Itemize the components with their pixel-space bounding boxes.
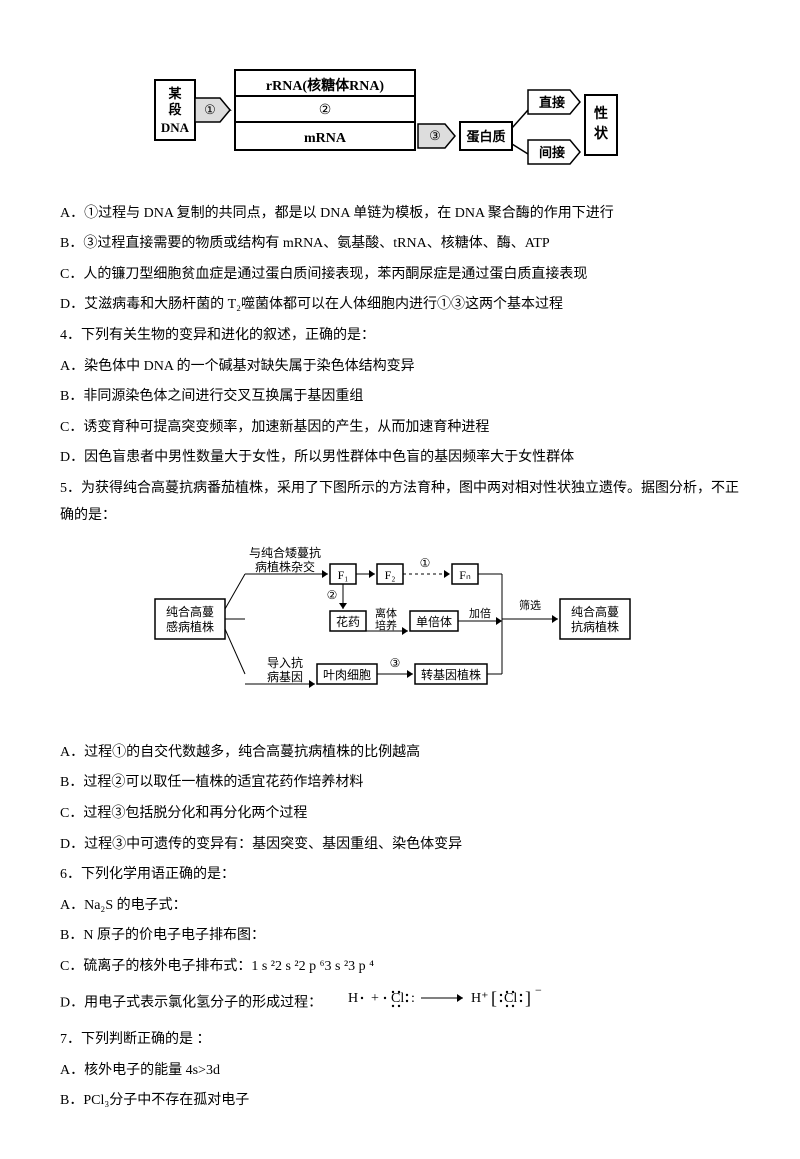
diagram-gene-expression: 某 段 DNA ① rRNA(核糖体RNA) ② mRNA ③ 蛋白质 直接 间… [60,50,740,181]
svg-text:−: − [535,984,542,997]
svg-text:H⁺: H⁺ [471,991,489,1006]
svg-text:F₂: F₂ [385,568,396,582]
q6-option-a: A．Na₂S 的电子式： [60,893,740,920]
svg-text:②: ② [319,103,332,118]
q5-option-b: B．过程②可以取任一植株的适宜花药作培养材料 [60,770,740,797]
svg-text:mRNA: mRNA [304,131,347,146]
q4-stem: 4．下列有关生物的变异和进化的叙述，正确的是： [60,323,740,350]
svg-text:DNA: DNA [161,120,190,135]
svg-text:抗病植株: 抗病植株 [571,619,619,634]
q4-option-a: A．染色体中 DNA 的一个碱基对缺失属于染色体结构变异 [60,354,740,381]
q5-option-d: D．过程③中可遗传的变异有：基因突变、基因重组、染色体变异 [60,832,740,859]
svg-text:[: [ [491,988,497,1008]
q7-option-a: A．核外电子的能量 4s>3d [60,1058,740,1085]
svg-text:叶肉细胞: 叶肉细胞 [323,668,371,682]
svg-text:Fₙ: Fₙ [459,568,471,582]
q4-option-d: D．因色盲患者中男性数量大于女性，所以男性群体中色盲的基因频率大于女性群体 [60,445,740,472]
svg-text:单倍体: 单倍体 [416,614,452,629]
q5-stem: 5．为获得纯合高蔓抗病番茄植株，采用了下图所示的方法育种，图中两对相对性状独立遗… [60,476,740,529]
svg-text:H: H [348,991,358,1006]
svg-text:+: + [371,991,379,1006]
svg-text:培养: 培养 [375,618,397,632]
svg-text:感病植株: 感病植株 [166,619,214,634]
svg-text:病基因: 病基因 [267,669,303,684]
svg-text:性: 性 [594,105,608,122]
svg-text:筛选: 筛选 [519,598,541,612]
svg-text:①: ① [204,102,216,117]
svg-text:病植株杂交: 病植株杂交 [255,559,315,574]
svg-text:纯合高蔓: 纯合高蔓 [166,604,214,619]
svg-text:直接: 直接 [539,95,565,110]
svg-text:Cl: Cl [504,991,517,1006]
q4-option-b: B．非同源染色体之间进行交叉互换属于基因重组 [60,384,740,411]
svg-text:rRNA(核糖体RNA): rRNA(核糖体RNA) [266,77,385,94]
svg-text:离体: 离体 [375,606,397,620]
svg-text:状: 状 [594,125,609,142]
svg-text:花药: 花药 [336,614,360,629]
q5-option-c: C．过程③包括脱分化和再分化两个过程 [60,801,740,828]
q6d-text: D．用电子式表示氯化氢分子的形成过程： [60,996,322,1011]
q3-option-c: C．人的镰刀型细胞贫血症是通过蛋白质间接表现，苯丙酮尿症是通过蛋白质直接表现 [60,262,740,289]
q7-stem: 7．下列判断正确的是 ： [60,1027,740,1054]
q6-option-d: D．用电子式表示氯化氢分子的形成过程： H + Cl : H⁺ [ Cl [60,984,740,1023]
svg-text:段: 段 [168,102,181,117]
svg-text:导入抗: 导入抗 [267,655,303,670]
svg-text:①: ① [420,556,431,570]
q6-option-b: B．N 原子的价电子电子排布图： [60,923,740,950]
q6-option-c: C．硫离子的核外电子排布式：1 s ²2 s ²2 p ⁶3 s ²3 p ⁴ [60,954,740,981]
svg-text:转基因植株: 转基因植株 [421,667,481,682]
svg-text:间接: 间接 [539,145,565,160]
q5-option-a: A．过程①的自交代数越多，纯合高蔓抗病植株的比例越高 [60,740,740,767]
q3-option-d: D．艾滋病毒和大肠杆菌的 T₂噬菌体都可以在人体细胞内进行①③这两个基本过程 [60,292,740,319]
hcl-formula-icon: H + Cl : H⁺ [ Cl ] [343,984,563,1023]
svg-text:③: ③ [429,128,441,143]
q6-stem: 6．下列化学用语正确的是： [60,862,740,889]
svg-text:蛋白质: 蛋白质 [466,129,505,144]
q7-option-b: B．PCl₃分子中不存在孤对电子 [60,1088,740,1115]
svg-text:F₁: F₁ [338,568,349,582]
svg-text:与纯合矮蔓抗: 与纯合矮蔓抗 [249,545,321,560]
svg-text:]: ] [525,988,531,1008]
svg-text::: : [411,991,415,1006]
svg-text:纯合高蔓: 纯合高蔓 [571,604,619,619]
q3-option-b: B．③过程直接需要的物质或结构有 mRNA、氨基酸、tRNA、核糖体、酶、ATP [60,231,740,258]
q4-option-c: C．诱变育种可提高突变频率，加速新基因的产生，从而加速育种进程 [60,415,740,442]
svg-text:③: ③ [390,656,401,670]
svg-text:②: ② [327,588,338,602]
diagram-breeding: 纯合高蔓 感病植株 与纯合矮蔓抗 病植株杂交 F₁ F₂ ① Fₙ ② 花药 离… [60,539,740,720]
svg-text:加倍: 加倍 [469,606,491,620]
q3-option-a: A．①过程与 DNA 复制的共同点，都是以 DNA 单链为模板，在 DNA 聚合… [60,201,740,228]
svg-text:Cl: Cl [391,991,404,1006]
svg-text:某: 某 [167,86,182,101]
